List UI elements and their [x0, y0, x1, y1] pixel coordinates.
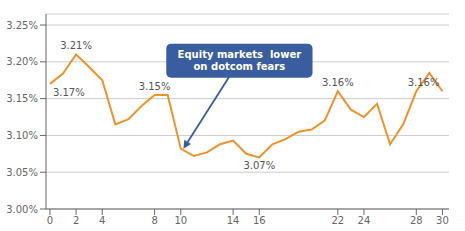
svg-text:0: 0 — [47, 215, 53, 226]
svg-text:3.16%: 3.16% — [322, 77, 354, 88]
svg-text:on dotcom fears: on dotcom fears — [194, 61, 286, 72]
svg-text:3.10%: 3.10% — [8, 130, 38, 141]
svg-text:3.07%: 3.07% — [243, 160, 275, 171]
svg-text:3.15%: 3.15% — [139, 81, 171, 92]
svg-text:24: 24 — [358, 215, 371, 226]
svg-text:3.25%: 3.25% — [8, 20, 38, 31]
svg-text:3.20%: 3.20% — [8, 56, 38, 67]
svg-text:22: 22 — [331, 215, 344, 226]
svg-text:28: 28 — [410, 215, 423, 226]
svg-text:16: 16 — [253, 215, 266, 226]
svg-text:30: 30 — [436, 215, 449, 226]
svg-text:3.05%: 3.05% — [8, 167, 38, 178]
svg-text:Equity markets lower: Equity markets lower — [178, 49, 302, 60]
svg-text:8: 8 — [151, 215, 157, 226]
svg-text:2: 2 — [73, 215, 79, 226]
svg-text:3.15%: 3.15% — [8, 93, 38, 104]
svg-text:3.16%: 3.16% — [408, 77, 440, 88]
svg-text:3.17%: 3.17% — [53, 87, 85, 98]
svg-text:14: 14 — [227, 215, 240, 226]
svg-text:3.00%: 3.00% — [8, 204, 38, 215]
svg-text:4: 4 — [99, 215, 105, 226]
svg-text:3.21%: 3.21% — [60, 40, 92, 51]
svg-text:10: 10 — [174, 215, 187, 226]
